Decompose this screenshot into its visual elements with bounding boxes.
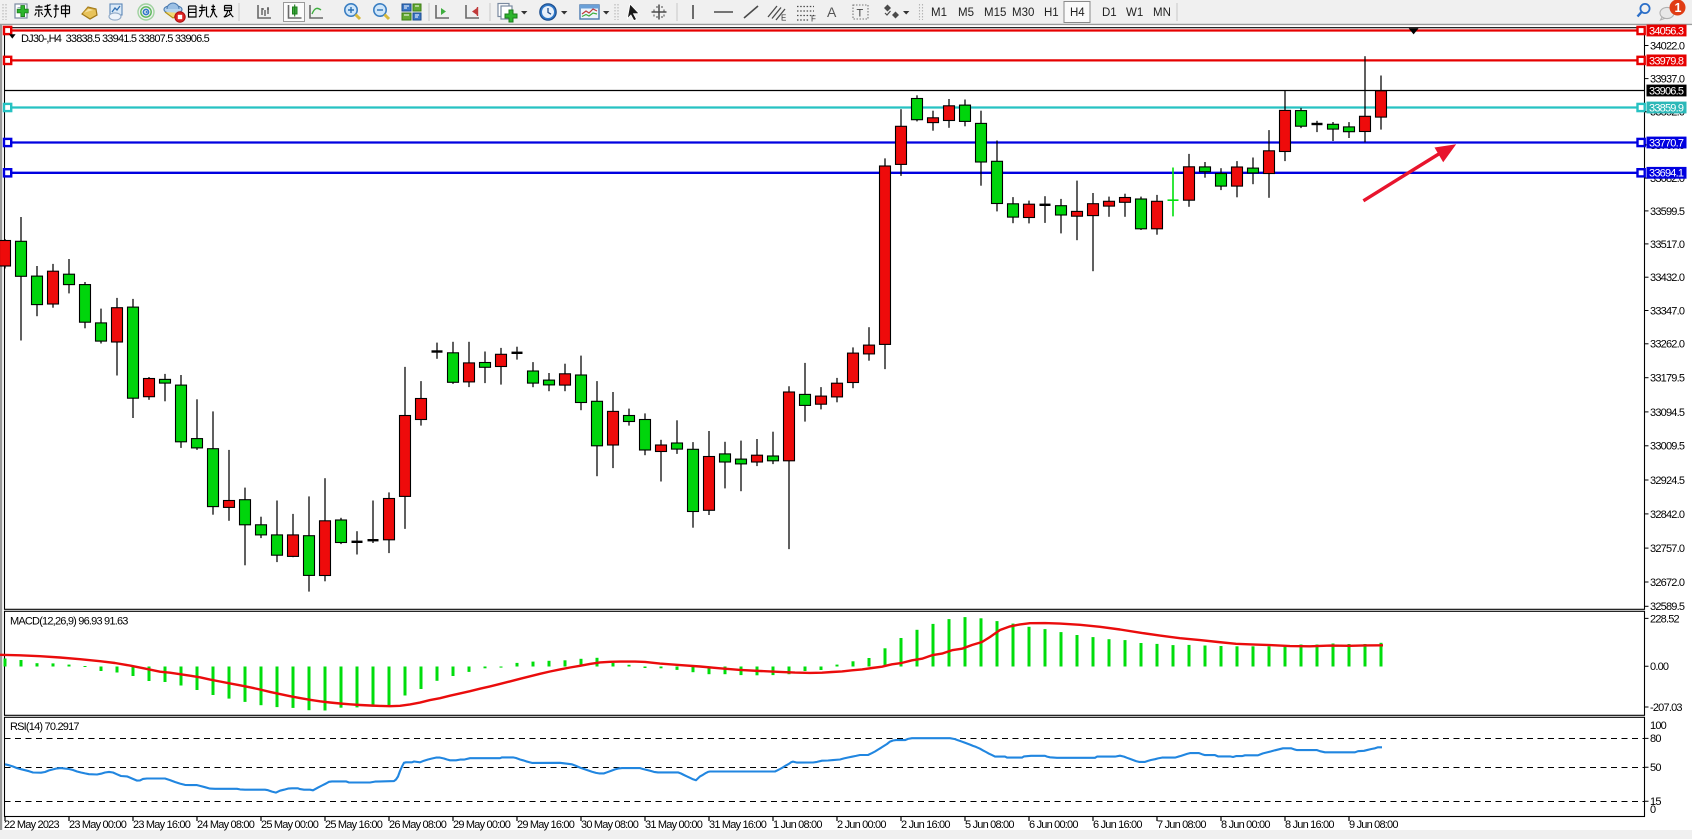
svg-text:32589.5: 32589.5 xyxy=(1650,601,1685,613)
svg-text:25 May 16:00: 25 May 16:00 xyxy=(325,819,383,831)
svg-text:-207.03: -207.03 xyxy=(1650,702,1682,714)
svg-text:24 May 08:00: 24 May 08:00 xyxy=(197,819,255,831)
svg-text:5 Jun 08:00: 5 Jun 08:00 xyxy=(965,819,1014,831)
svg-text:30 May 08:00: 30 May 08:00 xyxy=(581,819,639,831)
svg-text:32757.0: 32757.0 xyxy=(1650,543,1685,555)
svg-text:32842.0: 32842.0 xyxy=(1650,509,1685,521)
svg-text:2 Jun 00:00: 2 Jun 00:00 xyxy=(837,819,886,831)
svg-text:31 May 16:00: 31 May 16:00 xyxy=(709,819,767,831)
svg-text:33770.7: 33770.7 xyxy=(1649,137,1684,149)
svg-text:8 Jun 00:00: 8 Jun 00:00 xyxy=(1221,819,1270,831)
svg-text:100: 100 xyxy=(1650,720,1667,732)
svg-text:9 Jun 08:00: 9 Jun 08:00 xyxy=(1349,819,1398,831)
svg-text:6 Jun 00:00: 6 Jun 00:00 xyxy=(1029,819,1078,831)
svg-text:50: 50 xyxy=(1650,762,1661,774)
svg-text:T: T xyxy=(857,8,864,20)
svg-text:RSI(14) 70.2917: RSI(14) 70.2917 xyxy=(10,721,79,733)
svg-text:6 Jun 16:00: 6 Jun 16:00 xyxy=(1093,819,1142,831)
svg-text:34056.3: 34056.3 xyxy=(1649,25,1684,37)
svg-text:E: E xyxy=(781,14,786,23)
svg-text:33599.5: 33599.5 xyxy=(1650,206,1685,218)
svg-text:M5: M5 xyxy=(958,7,974,19)
svg-text:29 May 16:00: 29 May 16:00 xyxy=(517,819,575,831)
svg-text:22 May 2023: 22 May 2023 xyxy=(4,819,59,831)
svg-text:F: F xyxy=(811,15,816,24)
svg-text:0: 0 xyxy=(1650,804,1656,816)
svg-text:25 May 00:00: 25 May 00:00 xyxy=(261,819,319,831)
svg-text:33517.0: 33517.0 xyxy=(1650,239,1685,251)
svg-text:8 Jun 16:00: 8 Jun 16:00 xyxy=(1285,819,1334,831)
svg-text:M30: M30 xyxy=(1012,7,1034,19)
svg-text:H1: H1 xyxy=(1044,7,1059,19)
svg-text:W1: W1 xyxy=(1126,7,1143,19)
svg-text:H4: H4 xyxy=(1070,7,1085,19)
svg-text:33009.5: 33009.5 xyxy=(1650,441,1685,453)
svg-text:228.52: 228.52 xyxy=(1650,613,1680,625)
svg-text:7 Jun 08:00: 7 Jun 08:00 xyxy=(1157,819,1206,831)
svg-text:1: 1 xyxy=(1675,1,1682,15)
svg-text:MN: MN xyxy=(1153,7,1171,19)
svg-text:33906.5: 33906.5 xyxy=(1649,85,1684,97)
svg-text:M15: M15 xyxy=(984,7,1006,19)
svg-text:26 May 08:00: 26 May 08:00 xyxy=(389,819,447,831)
svg-text:A: A xyxy=(827,4,837,20)
svg-text:2 Jun 16:00: 2 Jun 16:00 xyxy=(901,819,950,831)
svg-text:33262.0: 33262.0 xyxy=(1650,339,1685,351)
svg-text:DJ30-,H4 33838.5 33941.5 3380: DJ30-,H4 33838.5 33941.5 33807.5 33906.5 xyxy=(21,33,210,45)
svg-text:33432.0: 33432.0 xyxy=(1650,272,1685,284)
svg-text:M1: M1 xyxy=(931,7,947,19)
svg-text:23 May 16:00: 23 May 16:00 xyxy=(133,819,191,831)
svg-text:33094.5: 33094.5 xyxy=(1650,407,1685,419)
svg-text:33937.0: 33937.0 xyxy=(1650,74,1685,86)
svg-text:34022.0: 34022.0 xyxy=(1650,40,1685,52)
svg-text:MACD(12,26,9) 96.93 91.63: MACD(12,26,9) 96.93 91.63 xyxy=(10,616,128,628)
svg-text:32924.5: 32924.5 xyxy=(1650,475,1685,487)
svg-text:29 May 00:00: 29 May 00:00 xyxy=(453,819,511,831)
svg-text:32672.0: 32672.0 xyxy=(1650,577,1685,589)
svg-text:33179.5: 33179.5 xyxy=(1650,373,1685,385)
svg-text:33979.8: 33979.8 xyxy=(1649,55,1684,67)
svg-text:33694.1: 33694.1 xyxy=(1649,168,1684,180)
svg-text:80: 80 xyxy=(1650,733,1661,745)
svg-text:D1: D1 xyxy=(1102,7,1117,19)
svg-text:0.00: 0.00 xyxy=(1650,661,1669,673)
svg-text:31 May 00:00: 31 May 00:00 xyxy=(645,819,703,831)
svg-text:1 Jun 08:00: 1 Jun 08:00 xyxy=(773,819,822,831)
svg-text:15: 15 xyxy=(1650,796,1661,808)
svg-text:33347.0: 33347.0 xyxy=(1650,305,1685,317)
svg-text:23 May 00:00: 23 May 00:00 xyxy=(69,819,127,831)
svg-text:33859.9: 33859.9 xyxy=(1649,102,1684,114)
